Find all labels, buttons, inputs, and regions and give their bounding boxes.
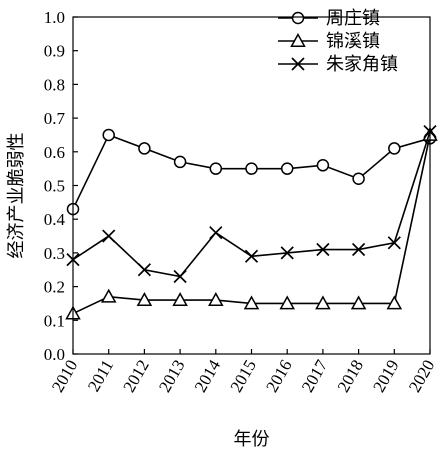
series-2 (65, 126, 438, 320)
x-tick-label: 2013 (155, 357, 188, 396)
plot-area-frame (72, 16, 431, 355)
series-layer (65, 124, 438, 320)
data-point (209, 162, 223, 175)
data-point (137, 263, 152, 277)
data-point (208, 292, 224, 307)
data-point (102, 128, 115, 142)
data-point (290, 32, 306, 47)
data-point (387, 236, 401, 250)
x-tick-label: 2014 (191, 356, 225, 395)
x-tick-label: 2012 (119, 357, 152, 396)
legend-item: 锦溪镇 (278, 31, 380, 51)
legend-item: 周庄镇 (278, 8, 380, 28)
y-tick-label: 0.5 (44, 177, 65, 196)
legend-label: 锦溪镇 (326, 31, 380, 51)
data-point (102, 229, 116, 243)
data-point (280, 162, 294, 175)
series-line (72, 134, 431, 315)
data-point (138, 142, 151, 155)
series-3 (66, 124, 437, 284)
data-point (172, 292, 188, 307)
data-point (386, 295, 403, 310)
x-tick-label: 2016 (262, 357, 295, 396)
y-tick-label: 0.3 (44, 244, 65, 263)
data-point (136, 292, 153, 307)
x-tick-label: 2015 (227, 357, 260, 396)
x-tick-label: 2011 (84, 357, 117, 395)
data-point (291, 11, 305, 25)
data-point (316, 242, 330, 257)
data-point (243, 295, 260, 310)
data-point (352, 172, 365, 186)
x-axis-title: 年份 (234, 429, 270, 449)
data-point (245, 162, 258, 175)
data-point (280, 246, 294, 260)
data-point (291, 57, 305, 71)
y-axis-title: 经济产业脆弱性 (6, 133, 26, 259)
x-tick-label: 2017 (298, 356, 332, 395)
y-tick-label: 0.8 (44, 75, 65, 94)
x-tick-label: 2019 (369, 357, 402, 396)
data-point (244, 249, 259, 263)
data-point (100, 288, 117, 303)
series-1 (66, 128, 437, 216)
data-point (279, 295, 295, 310)
y-tick-label: 1.0 (44, 8, 65, 27)
data-point (173, 155, 187, 169)
data-point (388, 142, 401, 155)
series-line (72, 131, 431, 278)
y-tick-label: 0.2 (44, 278, 65, 297)
y-tick-label: 0.6 (44, 143, 65, 162)
data-point (350, 295, 367, 310)
data-point (351, 242, 366, 257)
data-point (209, 226, 223, 240)
data-point (316, 159, 330, 172)
x-tick-label: 2020 (405, 357, 438, 396)
legend-item: 朱家角镇 (278, 54, 398, 74)
y-axis-ticks: 0.0 0.1 0.2 0.3 0.4 0.5 0.6 0.7 0.8 0.9 1.0 (44, 8, 78, 364)
data-point (173, 269, 187, 284)
y-tick-label: 0.7 (44, 109, 66, 128)
y-tick-label: 0.0 (44, 345, 65, 364)
x-tick-label: 2018 (334, 357, 367, 396)
y-tick-label: 0.1 (44, 311, 65, 330)
y-tick-label: 0.9 (44, 42, 65, 61)
y-tick-label: 0.4 (44, 210, 66, 229)
x-axis-ticks: 2010 2011 2012 2013 2014 2015 2016 2017 2018 2019… (48, 349, 438, 395)
data-point (315, 295, 331, 310)
legend-label: 朱家角镇 (326, 54, 398, 74)
legend-label: 周庄镇 (326, 8, 380, 28)
